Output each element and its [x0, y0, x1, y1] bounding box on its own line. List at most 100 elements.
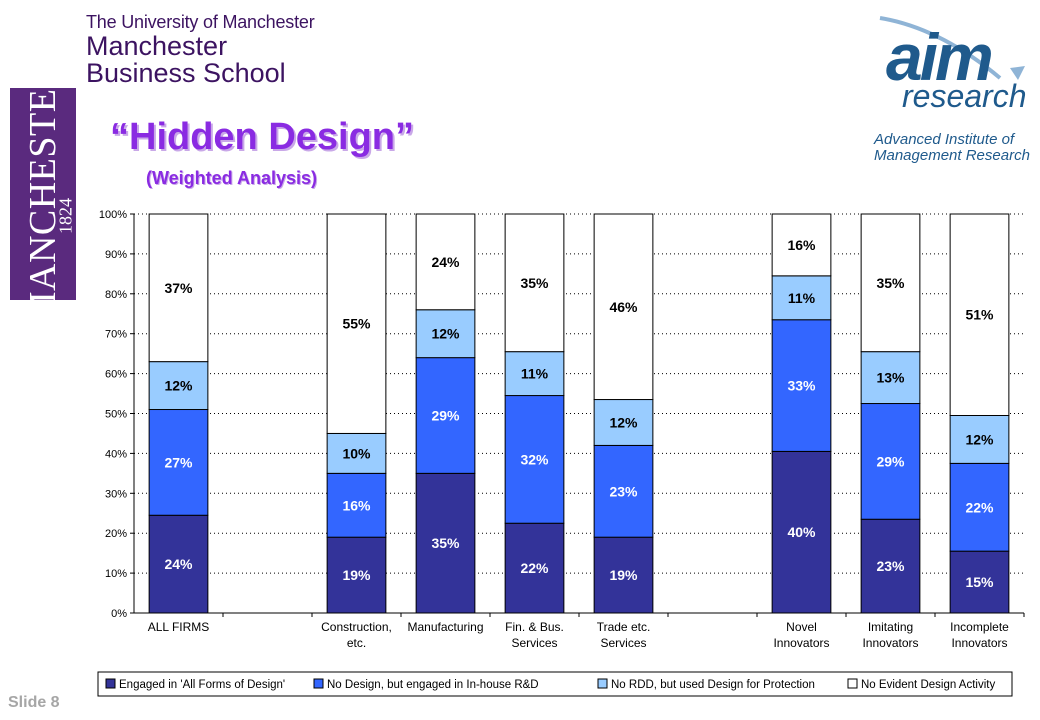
bar-segment: [860, 403, 921, 520]
bar-segment: [148, 409, 209, 516]
data-label: 33%: [787, 378, 816, 394]
university-name: The University of Manchester: [86, 12, 315, 32]
bar-segment: [326, 213, 387, 434]
legend-label: No Design, but engaged in In-house R&D: [327, 679, 539, 691]
bar-segment: [771, 450, 832, 614]
x-tick-label: Incomplete: [950, 620, 1009, 634]
x-tick-label: Innovators: [862, 636, 918, 650]
y-tick-label: 30%: [105, 488, 127, 500]
bar-segment: [860, 213, 921, 353]
bar-segment: [326, 536, 387, 614]
x-tick-label: Fin. & Bus.: [505, 620, 564, 634]
data-label: 12%: [965, 431, 994, 447]
x-tick-label: Manufacturing: [407, 620, 483, 634]
data-label: 12%: [164, 378, 193, 394]
bar-segment: [949, 213, 1010, 416]
bar-segment: [504, 213, 565, 353]
bar-segment: [860, 351, 921, 405]
legend-label: Engaged in 'All Forms of Design': [119, 679, 285, 691]
y-tick-label: 20%: [105, 528, 127, 540]
x-tick-label: Trade etc.: [597, 620, 651, 634]
data-label: 23%: [876, 558, 905, 574]
data-label: 10%: [342, 445, 371, 461]
bar-segment: [593, 444, 654, 538]
y-tick-label: 0%: [111, 608, 127, 620]
data-label: 19%: [609, 567, 638, 583]
data-label: 35%: [876, 275, 905, 291]
legend-swatch: [597, 678, 608, 689]
bar-segment: [593, 213, 654, 401]
aim-caption: Advanced Institute of Management Researc…: [874, 132, 1030, 164]
bar-segment: [771, 319, 832, 452]
data-label: 32%: [520, 451, 549, 467]
x-tick-label: Novel: [786, 620, 817, 634]
y-tick-label: 70%: [105, 329, 127, 341]
data-label: 12%: [431, 326, 460, 342]
slide-subtitle: (Weighted Analysis): [146, 168, 318, 188]
aim-caption-line1: Advanced Institute of: [874, 131, 1015, 148]
y-tick-label: 40%: [105, 448, 127, 460]
y-tick-label: 10%: [105, 568, 127, 580]
y-tick-label: 80%: [105, 289, 127, 301]
x-tick-label: Innovators: [951, 636, 1007, 650]
data-label: 11%: [521, 366, 549, 382]
data-label: 40%: [787, 524, 816, 540]
x-tick-label: Innovators: [773, 636, 829, 650]
bar-segment: [326, 432, 387, 474]
bar-segment: [415, 309, 476, 359]
slide-number: Slide 8: [8, 694, 60, 711]
data-label: 13%: [876, 370, 905, 386]
legend-label: No Evident Design Activity: [861, 679, 995, 691]
aim-logo-word: aim: [886, 20, 994, 94]
data-label: 29%: [431, 407, 460, 423]
y-tick-label: 50%: [105, 409, 127, 421]
bar-segment: [415, 357, 476, 474]
bar-segment: [504, 395, 565, 524]
data-label: 46%: [609, 299, 638, 315]
legend-label: No RDD, but used Design for Protection: [611, 679, 815, 691]
x-tick-label: Services: [600, 636, 646, 650]
data-label: 16%: [787, 237, 816, 253]
data-label: 37%: [164, 280, 193, 296]
data-label: 12%: [609, 414, 638, 430]
y-tick-label: 60%: [105, 369, 127, 381]
bar-segment: [148, 213, 209, 363]
data-label: 51%: [965, 307, 994, 323]
bar-segment: [504, 351, 565, 397]
x-tick-label: Construction,: [321, 620, 392, 634]
university-logo: The University of Manchester Manchester …: [86, 12, 315, 87]
data-label: 23%: [609, 483, 638, 499]
slide-title: “Hidden Design”: [110, 116, 415, 158]
x-tick-label: ALL FIRMS: [148, 620, 210, 634]
x-tick-label: Services: [511, 636, 557, 650]
school-name-line2: Business School: [86, 58, 286, 88]
bar-segment: [593, 399, 654, 446]
data-label: 35%: [520, 275, 549, 291]
x-tick-label: Imitating: [868, 620, 913, 634]
manchester-crest: MANCHESTER 1824: [10, 88, 76, 300]
bar-segment: [148, 361, 209, 411]
data-label: 29%: [876, 453, 905, 469]
data-label: 22%: [520, 560, 549, 576]
legend-swatch: [313, 678, 324, 689]
bar-segment: [326, 472, 387, 538]
bar-segment: [148, 514, 209, 614]
aim-logo-sub: research: [902, 78, 1027, 114]
y-tick-label: 100%: [99, 209, 127, 221]
data-label: 15%: [965, 574, 994, 590]
data-label: 11%: [788, 290, 816, 306]
legend: [97, 671, 1013, 697]
bar-segment: [415, 472, 476, 614]
data-label: 24%: [164, 556, 193, 572]
bar-segment: [949, 550, 1010, 614]
bar-segment: [593, 536, 654, 614]
bar-segment: [504, 522, 565, 614]
bar-segment: [771, 213, 832, 277]
y-tick-label: 90%: [105, 249, 127, 261]
data-label: 19%: [342, 567, 371, 583]
legend-swatch: [847, 678, 858, 689]
data-label: 22%: [965, 499, 994, 515]
data-label: 55%: [342, 316, 371, 332]
data-label: 16%: [342, 497, 371, 513]
